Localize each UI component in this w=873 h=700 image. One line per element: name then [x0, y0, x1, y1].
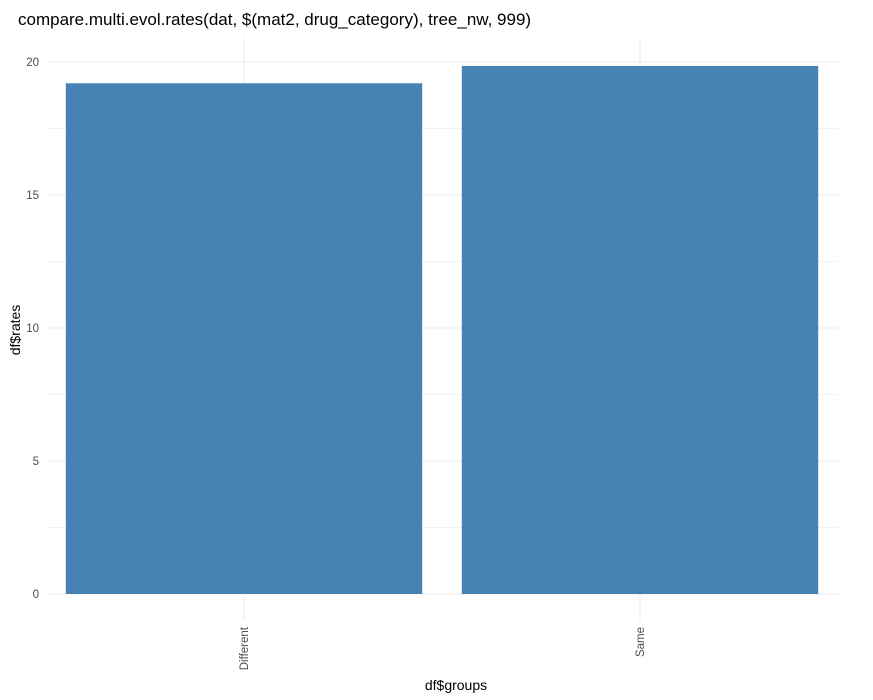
y-axis-ticks: 0 5 10 15 20: [26, 57, 39, 601]
y-tick-label: 0: [33, 589, 39, 601]
y-axis-title: df$rates: [7, 305, 23, 356]
x-tick-label-different: Different: [239, 626, 251, 670]
y-tick-label: 20: [26, 57, 39, 69]
chart-title: compare.multi.evol.rates(dat, $(mat2, dr…: [18, 10, 531, 29]
bar-same: [461, 65, 819, 595]
bar-different: [65, 83, 423, 594]
x-axis-ticks: Different Same: [239, 626, 647, 670]
y-tick-label: 10: [26, 323, 39, 335]
x-axis-title: df$groups: [425, 677, 487, 693]
y-tick-label: 5: [33, 456, 39, 468]
y-tick-label: 15: [26, 190, 39, 202]
bars: [65, 65, 819, 595]
x-tick-label-same: Same: [635, 627, 647, 657]
